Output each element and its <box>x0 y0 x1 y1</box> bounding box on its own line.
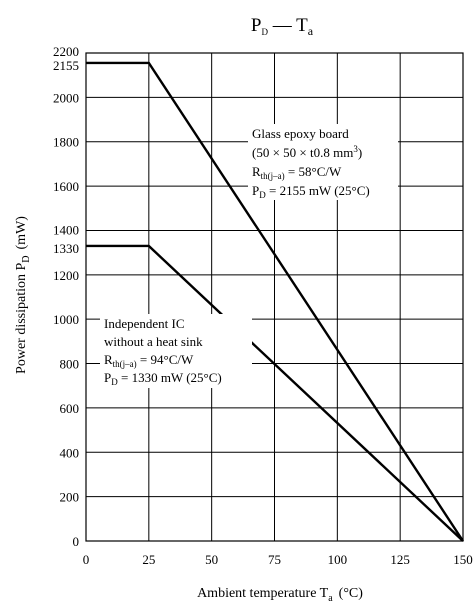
x-tick-label: 0 <box>83 552 90 567</box>
annotations: Glass epoxy board (50 × 50 × t0.8 mm3) Rth… <box>100 124 398 388</box>
annotation-text: R <box>104 352 113 367</box>
annotation-text: P <box>104 370 111 385</box>
annotation-text-after: = 2155 mW (25°C) <box>266 183 370 198</box>
annotation-text: (50 × 50 × t0.8 mm <box>252 145 353 160</box>
y-tick-label: 1600 <box>53 179 79 194</box>
x-axis-label-unit: (°C) <box>339 586 364 601</box>
annotation-line: Rth(j–a) = 94°C/W <box>104 352 194 369</box>
y-axis-label-text: Power dissipation P <box>14 263 29 374</box>
annotation-line: without a heat sink <box>104 334 203 349</box>
annotation-subscript: th(j–a) <box>113 359 137 369</box>
annotation-background <box>100 314 252 388</box>
y-axis-label: Power dissipation PD (mW) <box>14 216 32 374</box>
y-tick-label: 400 <box>60 445 80 460</box>
y-tick-labels: 0 200 400 600 800 1000 1200 1330 1400 1600 1800 200… <box>53 44 79 549</box>
annotation-line: (50 × 50 × t0.8 mm3) <box>252 144 362 160</box>
series-line-2 <box>86 244 464 542</box>
y-tick-label: 0 <box>73 534 80 549</box>
annotation-text: Independent IC <box>104 316 185 331</box>
annotation-text: P <box>252 183 259 198</box>
annotation-text: R <box>252 164 261 179</box>
x-tick-label: 125 <box>390 552 410 567</box>
annotation-line: Rth(j–a) = 58°C/W <box>252 164 342 181</box>
annotation-text-after: = 94°C/W <box>137 352 194 367</box>
annotation-text: Glass epoxy board <box>252 126 349 141</box>
x-tick-label: 75 <box>268 552 281 567</box>
x-axis-label-sub: a <box>328 593 333 604</box>
annotation-text: without a heat sink <box>104 334 203 349</box>
annotation-superscript: 3 <box>353 144 358 154</box>
y-tick-label: 1200 <box>53 268 79 283</box>
annotation-subscript: D <box>259 190 266 200</box>
annotation-text-after: ) <box>358 145 362 160</box>
annotation-line: Independent IC <box>104 316 185 331</box>
annotation-line: PD = 2155 mW (25°C) <box>252 183 370 200</box>
y-axis-label-unit: (mW) <box>14 216 29 250</box>
annotation-background <box>248 124 398 200</box>
y-tick-label: 2000 <box>53 90 79 105</box>
y-tick-label: 2155 <box>53 58 79 73</box>
series-line-1 <box>86 61 465 542</box>
y-tick-label: 1400 <box>53 222 79 237</box>
x-tick-label: 100 <box>328 552 348 567</box>
title-second: T <box>296 15 308 36</box>
annotation-text-after: = 1330 mW (25°C) <box>118 370 222 385</box>
x-tick-label: 150 <box>453 552 473 567</box>
annotation-line: PD = 1330 mW (25°C) <box>104 370 222 387</box>
x-tick-label: 50 <box>205 552 218 567</box>
y-tick-label: 200 <box>60 490 80 505</box>
series-lines <box>86 61 465 542</box>
x-tick-labels: 0 25 50 75 100 125 150 <box>83 552 473 567</box>
y-tick-label: 600 <box>60 401 80 416</box>
title-main: P <box>251 15 262 36</box>
plot-frame <box>85 52 464 542</box>
y-tick-label: 2200 <box>53 44 79 59</box>
title-main-sub: D <box>261 27 268 37</box>
y-tick-label: 1000 <box>53 312 79 327</box>
y-axis-label-sub: D <box>21 255 32 262</box>
annotation-subscript: D <box>111 377 118 387</box>
y-tick-label: 800 <box>60 357 80 372</box>
x-axis-label-text: Ambient temperature T <box>197 586 329 601</box>
title-second-sub: a <box>308 24 314 38</box>
x-tick-label: 25 <box>142 552 155 567</box>
chart-title: PD — Ta <box>251 15 314 38</box>
y-tick-label: 1800 <box>53 135 79 150</box>
annotation-subscript: th(j–a) <box>261 171 285 181</box>
plot-border <box>85 52 464 542</box>
title-sep: — <box>268 15 296 36</box>
annotation-line: Glass epoxy board <box>252 126 349 141</box>
y-tick-label: 1330 <box>53 241 79 256</box>
annotation-text-after: = 58°C/W <box>285 164 342 179</box>
x-axis-label: Ambient temperature Ta (°C) <box>197 586 363 604</box>
